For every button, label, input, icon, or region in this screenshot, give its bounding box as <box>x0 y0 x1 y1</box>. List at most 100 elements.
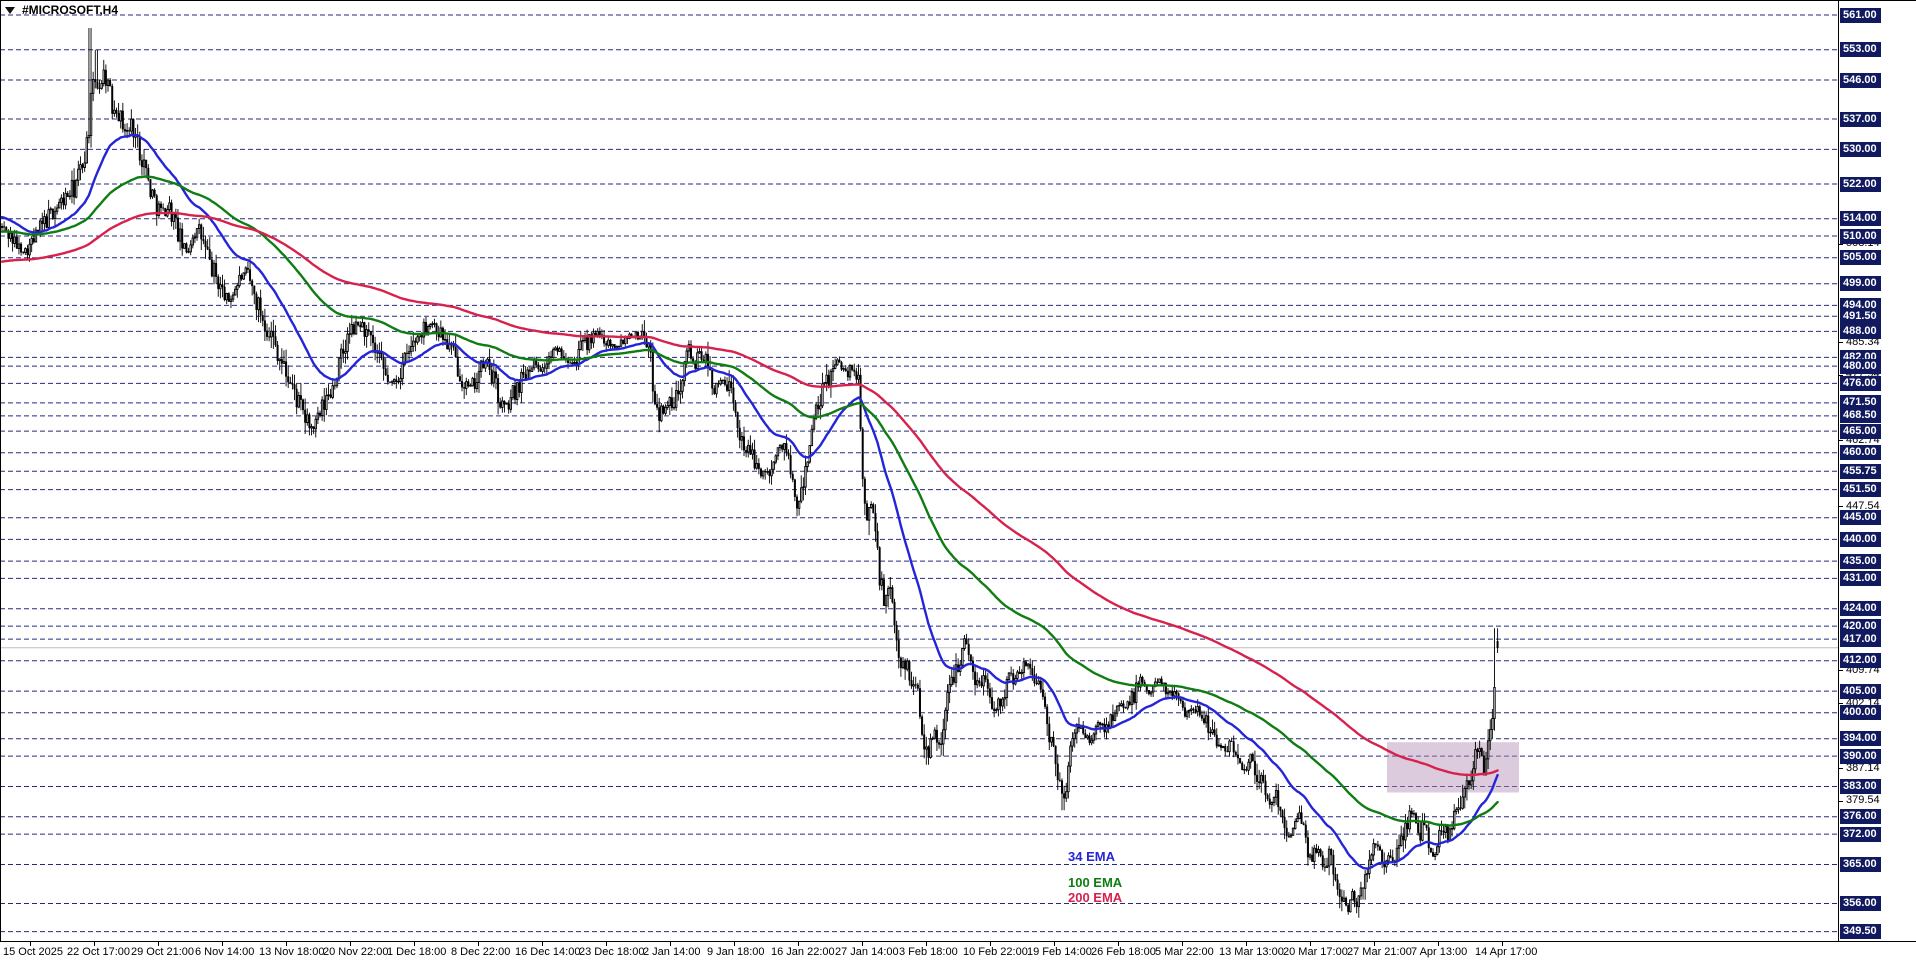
price-level-label: 505.00 <box>1840 250 1881 266</box>
time-label: 29 Oct 21:00 <box>131 946 194 958</box>
time-axis-tick <box>798 941 799 946</box>
price-level-label: 553.00 <box>1840 42 1881 58</box>
time-axis-tick <box>1054 941 1055 946</box>
candles-bullish <box>0 69 1496 913</box>
time-label: 20 Mar 17:00 <box>1283 946 1348 958</box>
price-scale-tick <box>1838 800 1843 802</box>
price-level-label: 431.00 <box>1840 570 1881 586</box>
time-axis-tick <box>926 941 927 946</box>
time-label: 7 Apr 13:00 <box>1411 946 1468 958</box>
price-level-label: 412.00 <box>1840 653 1881 669</box>
ema-line-200 <box>0 211 1499 777</box>
price-level-label: 488.00 <box>1840 323 1881 339</box>
level-lines-layer <box>0 14 1838 933</box>
time-label: 14 Apr 17:00 <box>1475 946 1538 958</box>
price-level-label: 349.50 <box>1840 924 1881 940</box>
price-level-label: 451.50 <box>1840 482 1881 498</box>
price-level-label: 510.00 <box>1840 228 1881 244</box>
plot-frame-left <box>0 0 1 941</box>
time-label: 3 Feb 18:00 <box>899 946 958 958</box>
price-scale-tick <box>1838 768 1843 769</box>
ema-line-34 <box>0 133 1499 870</box>
price-level-label: 514.00 <box>1840 211 1881 227</box>
legend-ema100: 100 EMA <box>1068 875 1123 890</box>
time-label: 13 Nov 18:00 <box>259 946 325 958</box>
time-axis-tick <box>94 941 95 946</box>
price-scale-label: 485.34 <box>1846 335 1880 348</box>
price-level-label: 400.00 <box>1840 705 1881 721</box>
time-axis-border <box>0 941 1916 942</box>
price-level-label: 480.00 <box>1840 358 1881 374</box>
legend-ema200: 200 EMA <box>1068 890 1123 905</box>
price-level-label: 491.50 <box>1840 308 1881 324</box>
price-scale-label: 387.14 <box>1846 761 1880 774</box>
time-label: 26 Feb 18:00 <box>1091 946 1156 958</box>
price-level-label: 424.00 <box>1840 601 1881 617</box>
price-level-label: 546.00 <box>1840 72 1881 88</box>
time-axis-tick <box>862 941 863 946</box>
time-axis-tick <box>670 941 671 946</box>
time-axis-tick <box>1502 941 1503 946</box>
price-level-label: 460.00 <box>1840 445 1881 461</box>
price-level-label: 435.00 <box>1840 553 1881 569</box>
time-axis-tick <box>158 941 159 946</box>
symbol-dropdown-icon[interactable] <box>5 6 15 14</box>
time-axis-tick <box>1246 941 1247 946</box>
time-axis-tick <box>286 941 287 946</box>
price-level-label: 405.00 <box>1840 683 1881 699</box>
symbol-title-label: #MICROSOFT,H4 <box>22 3 119 17</box>
price-level-label: 561.00 <box>1840 7 1881 23</box>
time-label: 1 Dec 18:00 <box>387 946 447 958</box>
candles-bearish <box>3 69 1499 912</box>
price-axis-border <box>1838 0 1839 941</box>
price-level-label: 499.00 <box>1840 276 1881 292</box>
time-label: 10 Feb 22:00 <box>963 946 1028 958</box>
time-axis-tick <box>350 941 351 946</box>
price-level-label: 420.00 <box>1840 618 1881 634</box>
price-level-label: 522.00 <box>1840 176 1881 192</box>
time-label: 13 Mar 13:00 <box>1219 946 1284 958</box>
price-scale-tick <box>1838 703 1843 704</box>
price-scale-label: 447.54 <box>1846 499 1880 512</box>
price-level-label: 372.00 <box>1840 826 1881 842</box>
time-axis-tick <box>478 941 479 946</box>
price-level-label: 537.00 <box>1840 111 1881 127</box>
price-scale-tick <box>1838 506 1843 508</box>
time-label: 6 Nov 14:00 <box>195 946 255 958</box>
price-scale-tick <box>1838 670 1843 672</box>
price-level-label: 440.00 <box>1840 531 1881 547</box>
time-axis-tick <box>222 941 223 946</box>
time-axis-tick <box>414 941 415 946</box>
time-axis-tick <box>1182 941 1183 946</box>
price-level-label: 390.00 <box>1840 748 1881 764</box>
price-scale-tick <box>1838 243 1843 245</box>
price-level-label: 471.50 <box>1840 395 1881 411</box>
price-scale-label: 379.54 <box>1846 794 1880 807</box>
candle-wicks <box>1 28 1499 918</box>
highlight-rectangle[interactable] <box>1387 742 1519 793</box>
price-scale-tick <box>1838 374 1843 376</box>
price-level-label: 530.00 <box>1840 141 1881 157</box>
time-label: 15 Oct 2025 <box>3 946 63 958</box>
symbol-title[interactable]: #MICROSOFT,H4 <box>5 3 118 17</box>
time-axis-tick <box>1374 941 1375 946</box>
time-axis-tick <box>734 941 735 946</box>
time-label: 19 Feb 14:00 <box>1027 946 1092 958</box>
time-axis-tick <box>606 941 607 946</box>
time-label: 27 Jan 14:00 <box>835 946 899 958</box>
time-axis-tick <box>1438 941 1439 946</box>
time-label: 2 Jan 14:00 <box>643 946 701 958</box>
price-level-label: 476.00 <box>1840 375 1881 391</box>
price-scale-tick <box>1838 440 1843 442</box>
time-label: 16 Dec 14:00 <box>515 946 581 958</box>
time-axis-tick <box>1310 941 1311 946</box>
candles-layer <box>0 28 1499 918</box>
time-label: 16 Jan 22:00 <box>771 946 835 958</box>
price-level-label: 394.00 <box>1840 731 1881 747</box>
time-label: 8 Dec 22:00 <box>451 946 511 958</box>
legend-ema34: 34 EMA <box>1068 849 1115 864</box>
time-label: 27 Mar 21:00 <box>1347 946 1412 958</box>
time-axis-tick <box>990 941 991 946</box>
price-level-label: 468.50 <box>1840 408 1881 424</box>
